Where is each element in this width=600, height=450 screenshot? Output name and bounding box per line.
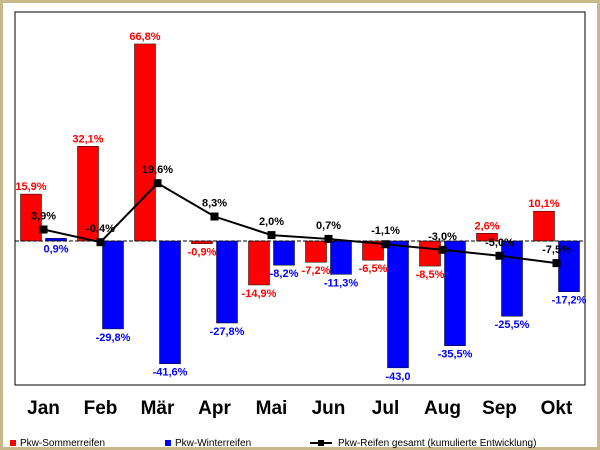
- label-sommerreifen-Feb: 32,1%: [72, 133, 103, 145]
- legend-label-winterreifen: Pkw-Winterreifen: [175, 438, 251, 449]
- legend-marker-gesamt: [318, 440, 324, 446]
- label-winterreifen-Apr: -27,8%: [210, 326, 245, 338]
- label-sommerreifen-Jan: 15,9%: [15, 181, 46, 193]
- category-label-Mai: Mai: [256, 398, 288, 419]
- label-gesamt-Feb: -0,4%: [86, 223, 115, 235]
- label-gesamt-Jun: 0,7%: [316, 220, 341, 232]
- point-gesamt-Sep: [495, 251, 504, 260]
- label-winterreifen-Mär: -41,6%: [153, 367, 188, 379]
- legend-label-gesamt: Pkw-Reifen gesamt (kumulierte Entwicklun…: [338, 438, 536, 449]
- category-label-Sep: Sep: [482, 398, 517, 419]
- category-label-Jul: Jul: [372, 398, 399, 419]
- bar-sommerreifen-Jun: [305, 240, 327, 263]
- label-gesamt-Jul: -1,1%: [371, 225, 400, 237]
- label-winterreifen-Jul: -43,0: [385, 371, 410, 383]
- legend-label-sommerreifen: Pkw-Sommerreifen: [20, 438, 105, 449]
- bar-winterreifen-Apr: [216, 240, 238, 324]
- category-label-Jun: Jun: [312, 398, 346, 419]
- bar-sommerreifen-Aug: [419, 240, 441, 267]
- bar-sommerreifen-Mai: [248, 240, 270, 286]
- label-sommerreifen-Apr: -0,9%: [188, 247, 217, 259]
- bar-winterreifen-Jul: [387, 240, 409, 369]
- label-sommerreifen-Mär: 66,8%: [129, 31, 160, 43]
- label-winterreifen-Feb: -29,8%: [96, 332, 131, 344]
- label-winterreifen-Sep: -25,5%: [495, 319, 530, 331]
- category-label-Mär: Mär: [141, 398, 175, 419]
- legend-swatch-winterreifen: [165, 440, 171, 446]
- category-label-Aug: Aug: [424, 398, 461, 419]
- point-gesamt-Aug: [438, 245, 447, 254]
- point-gesamt-Jun: [324, 234, 333, 243]
- point-gesamt-Okt: [552, 259, 561, 268]
- category-label-Apr: Apr: [198, 398, 231, 419]
- bar-winterreifen-Feb: [102, 240, 124, 330]
- label-gesamt-Jan: 3,9%: [31, 210, 56, 222]
- bar-winterreifen-Mai: [273, 240, 295, 266]
- label-gesamt-Okt: -7,5%: [542, 244, 571, 256]
- label-winterreifen-Jun: -11,3%: [324, 277, 358, 289]
- label-sommerreifen-Jun: -7,2%: [302, 265, 331, 277]
- category-label-Okt: Okt: [541, 398, 573, 419]
- label-gesamt-Apr: 8,3%: [202, 198, 227, 210]
- label-winterreifen-Okt: -17,2%: [552, 295, 587, 307]
- label-sommerreifen-Mai: -14,9%: [242, 288, 277, 300]
- category-label-Jan: Jan: [27, 398, 60, 419]
- bar-winterreifen-Sep: [501, 240, 523, 317]
- label-gesamt-Aug: -3,0%: [428, 231, 457, 243]
- label-winterreifen-Aug: -35,5%: [438, 349, 473, 361]
- label-gesamt-Mai: 2,0%: [259, 216, 284, 228]
- bar-winterreifen-Mär: [159, 240, 181, 364]
- label-gesamt-Mär: 19,6%: [142, 164, 173, 176]
- point-gesamt-Mai: [267, 231, 276, 240]
- bar-sommerreifen-Okt: [533, 210, 555, 242]
- label-sommerreifen-Sep: 2,6%: [474, 220, 499, 232]
- label-winterreifen-Jan: 0,9%: [43, 243, 68, 255]
- point-gesamt-Jan: [39, 225, 48, 234]
- label-winterreifen-Mai: -8,2%: [270, 268, 299, 280]
- bar-sommerreifen-Mär: [134, 43, 156, 242]
- label-sommerreifen-Jul: -6,5%: [359, 263, 388, 275]
- category-label-Feb: Feb: [84, 398, 118, 419]
- bar-winterreifen-Jan: [45, 238, 67, 242]
- legend-swatch-sommerreifen: [10, 440, 16, 446]
- label-sommerreifen-Okt: 10,1%: [528, 198, 559, 210]
- point-gesamt-Apr: [210, 212, 219, 221]
- label-sommerreifen-Aug: -8,5%: [416, 269, 445, 281]
- label-gesamt-Sep: -5,0%: [485, 237, 514, 249]
- point-gesamt-Feb: [96, 238, 105, 247]
- point-gesamt-Jul: [381, 240, 390, 249]
- bar-winterreifen-Jun: [330, 240, 352, 275]
- bar-winterreifen-Aug: [444, 240, 466, 346]
- point-gesamt-Mär: [153, 179, 162, 188]
- plot-area-border: [14, 11, 586, 386]
- line-gesamt: [43, 181, 557, 265]
